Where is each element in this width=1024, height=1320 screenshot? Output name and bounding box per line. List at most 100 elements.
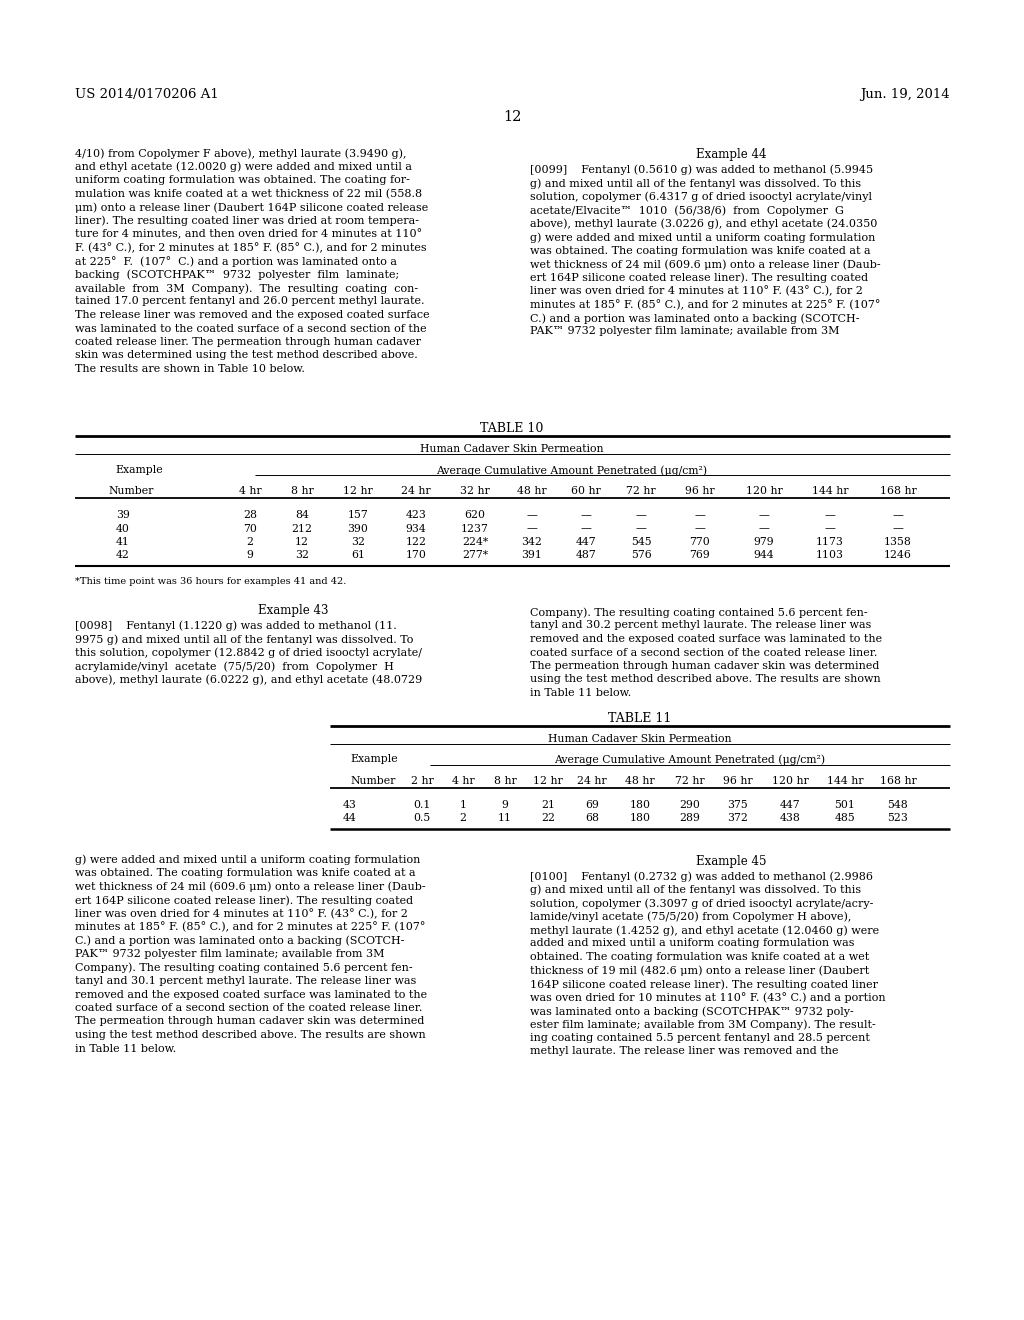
Text: was obtained. The coating formulation was knife coated at a: was obtained. The coating formulation wa… [530,246,870,256]
Text: 32: 32 [351,537,365,546]
Text: 391: 391 [521,550,543,561]
Text: —: — [759,524,769,533]
Text: and ethyl acetate (12.0020 g) were added and mixed until a: and ethyl acetate (12.0020 g) were added… [75,161,412,172]
Text: 979: 979 [754,537,774,546]
Text: available  from  3M  Company).  The  resulting  coating  con-: available from 3M Company). The resultin… [75,282,418,293]
Text: 48 hr: 48 hr [626,776,654,785]
Text: 68: 68 [585,813,599,822]
Text: 72 hr: 72 hr [675,776,705,785]
Text: 60 hr: 60 hr [571,486,601,496]
Text: 120 hr: 120 hr [772,776,808,785]
Text: 144 hr: 144 hr [812,486,848,496]
Text: was oven dried for 10 minutes at 110° F. (43° C.) and a portion: was oven dried for 10 minutes at 110° F.… [530,993,886,1003]
Text: Example 44: Example 44 [695,148,766,161]
Text: 12 hr: 12 hr [534,776,563,785]
Text: 224*: 224* [462,537,488,546]
Text: 2: 2 [460,813,467,822]
Text: 168 hr: 168 hr [880,486,916,496]
Text: methyl laurate (1.4252 g), and ethyl acetate (12.0460 g) were: methyl laurate (1.4252 g), and ethyl ace… [530,925,880,936]
Text: 22: 22 [541,813,555,822]
Text: Number: Number [350,776,395,785]
Text: 1237: 1237 [461,524,488,533]
Text: minutes at 185° F. (85° C.), and for 2 minutes at 225° F. (107°: minutes at 185° F. (85° C.), and for 2 m… [75,921,425,933]
Text: 390: 390 [347,524,369,533]
Text: 84: 84 [295,510,309,520]
Text: TABLE 10: TABLE 10 [480,422,544,436]
Text: was laminated to the coated surface of a second section of the: was laminated to the coated surface of a… [75,323,427,334]
Text: lamide/vinyl acetate (75/5/20) from Copolymer H above),: lamide/vinyl acetate (75/5/20) from Copo… [530,912,851,923]
Text: ert 164P silicone coated release liner). The resulting coated: ert 164P silicone coated release liner).… [530,272,868,282]
Text: [0098]    Fentanyl (1.1220 g) was added to methanol (11.: [0098] Fentanyl (1.1220 g) was added to … [75,620,396,631]
Text: TABLE 11: TABLE 11 [608,711,672,725]
Text: *This time point was 36 hours for examples 41 and 42.: *This time point was 36 hours for exampl… [75,577,346,586]
Text: The permeation through human cadaver skin was determined: The permeation through human cadaver ski… [530,661,880,671]
Text: The results are shown in Table 10 below.: The results are shown in Table 10 below. [75,364,305,374]
Text: coated release liner. The permeation through human cadaver: coated release liner. The permeation thr… [75,337,421,347]
Text: 944: 944 [754,550,774,561]
Text: skin was determined using the test method described above.: skin was determined using the test metho… [75,351,418,360]
Text: methyl laurate. The release liner was removed and the: methyl laurate. The release liner was re… [530,1047,839,1056]
Text: 523: 523 [888,813,908,822]
Text: Company). The resulting coating contained 5.6 percent fen-: Company). The resulting coating containe… [75,962,413,973]
Text: 545: 545 [631,537,651,546]
Text: 11: 11 [498,813,512,822]
Text: —: — [694,524,706,533]
Text: 1246: 1246 [884,550,912,561]
Text: 28: 28 [243,510,257,520]
Text: 43: 43 [343,800,357,809]
Text: 289: 289 [680,813,700,822]
Text: coated surface of a second section of the coated release liner.: coated surface of a second section of th… [75,1003,422,1012]
Text: 9: 9 [247,550,253,561]
Text: solution, copolymer (6.4317 g of dried isooctyl acrylate/vinyl: solution, copolymer (6.4317 g of dried i… [530,191,872,202]
Text: 180: 180 [630,800,650,809]
Text: 1173: 1173 [816,537,844,546]
Text: above), methyl laurate (6.0222 g), and ethyl acetate (48.0729: above), methyl laurate (6.0222 g), and e… [75,675,422,685]
Text: Example: Example [115,465,163,475]
Text: —: — [893,510,903,520]
Text: 180: 180 [630,813,650,822]
Text: —: — [824,510,836,520]
Text: 769: 769 [689,550,711,561]
Text: 2: 2 [247,537,254,546]
Text: 48 hr: 48 hr [517,486,547,496]
Text: 548: 548 [888,800,908,809]
Text: [0100]    Fentanyl (0.2732 g) was added to methanol (2.9986: [0100] Fentanyl (0.2732 g) was added to … [530,871,873,882]
Text: —: — [893,524,903,533]
Text: 70: 70 [243,524,257,533]
Text: this solution, copolymer (12.8842 g of dried isooctyl acrylate/: this solution, copolymer (12.8842 g of d… [75,648,422,659]
Text: 447: 447 [779,800,801,809]
Text: F. (43° C.), for 2 minutes at 185° F. (85° C.), and for 2 minutes: F. (43° C.), for 2 minutes at 185° F. (8… [75,243,427,253]
Text: 1358: 1358 [884,537,912,546]
Text: tained 17.0 percent fentanyl and 26.0 percent methyl laurate.: tained 17.0 percent fentanyl and 26.0 pe… [75,297,425,306]
Text: The release liner was removed and the exposed coated surface: The release liner was removed and the ex… [75,310,430,319]
Text: The permeation through human cadaver skin was determined: The permeation through human cadaver ski… [75,1016,424,1027]
Text: 576: 576 [631,550,651,561]
Text: g) and mixed until all of the fentanyl was dissolved. To this: g) and mixed until all of the fentanyl w… [530,884,861,895]
Text: thickness of 19 mil (482.6 μm) onto a release liner (Daubert: thickness of 19 mil (482.6 μm) onto a re… [530,965,869,975]
Text: 485: 485 [835,813,855,822]
Text: Jun. 19, 2014: Jun. 19, 2014 [860,88,950,102]
Text: 157: 157 [347,510,369,520]
Text: —: — [526,524,538,533]
Text: —: — [636,524,646,533]
Text: acrylamide/vinyl  acetate  (75/5/20)  from  Copolymer  H: acrylamide/vinyl acetate (75/5/20) from … [75,661,394,672]
Text: 0.1: 0.1 [414,800,431,809]
Text: 770: 770 [689,537,711,546]
Text: C.) and a portion was laminated onto a backing (SCOTCH-: C.) and a portion was laminated onto a b… [530,313,859,323]
Text: backing  (SCOTCHPAK™  9732  polyester  film  laminate;: backing (SCOTCHPAK™ 9732 polyester film … [75,269,399,280]
Text: 9975 g) and mixed until all of the fentanyl was dissolved. To: 9975 g) and mixed until all of the fenta… [75,634,414,644]
Text: using the test method described above. The results are shown: using the test method described above. T… [75,1030,426,1040]
Text: Example: Example [350,755,397,764]
Text: above), methyl laurate (3.0226 g), and ethyl acetate (24.0350: above), methyl laurate (3.0226 g), and e… [530,219,878,230]
Text: was laminated onto a backing (SCOTCHPAK™ 9732 poly-: was laminated onto a backing (SCOTCHPAK™… [530,1006,854,1016]
Text: 42: 42 [116,550,130,561]
Text: 1: 1 [460,800,467,809]
Text: PAK™ 9732 polyester film laminate; available from 3M: PAK™ 9732 polyester film laminate; avail… [75,949,384,960]
Text: liner was oven dried for 4 minutes at 110° F. (43° C.), for 2: liner was oven dried for 4 minutes at 11… [75,908,408,919]
Text: 8 hr: 8 hr [494,776,516,785]
Text: 372: 372 [728,813,749,822]
Text: 212: 212 [292,524,312,533]
Text: —: — [694,510,706,520]
Text: 12: 12 [295,537,309,546]
Text: solution, copolymer (3.3097 g of dried isooctyl acrylate/acry-: solution, copolymer (3.3097 g of dried i… [530,898,873,908]
